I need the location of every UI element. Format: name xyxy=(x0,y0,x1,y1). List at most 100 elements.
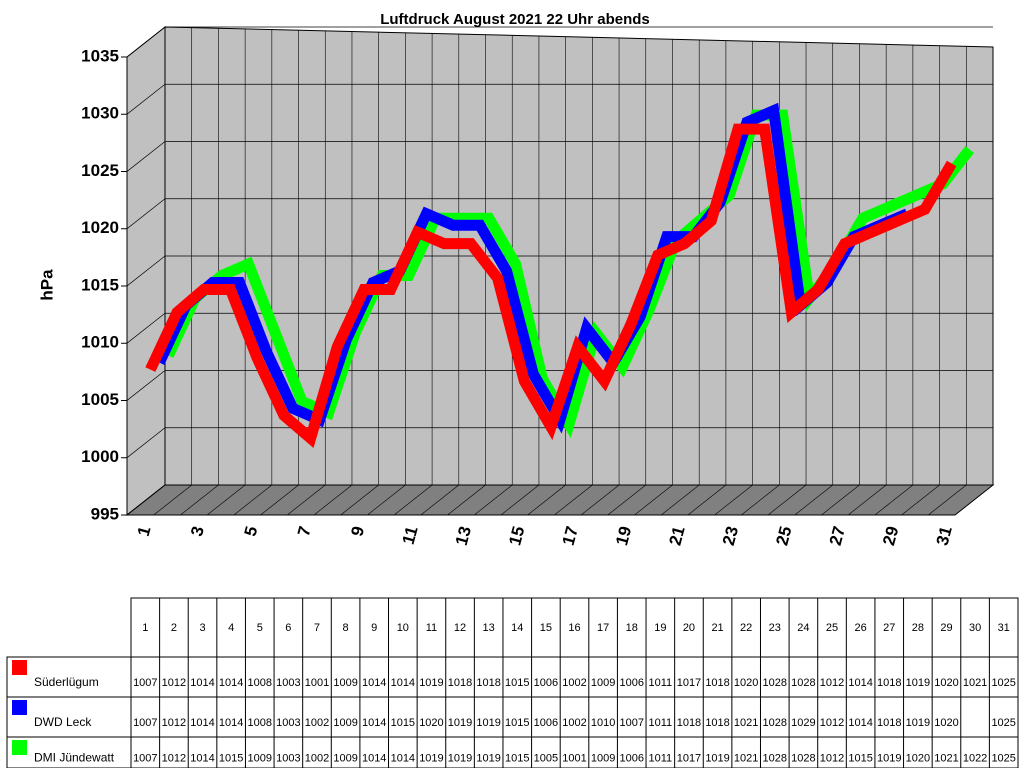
table-cell: 1020 xyxy=(734,677,758,689)
table-cell: 1019 xyxy=(476,752,500,764)
table-header: 7 xyxy=(314,622,320,634)
table-header: 11 xyxy=(426,622,437,634)
table-header: 9 xyxy=(371,622,377,634)
floor-grid-line xyxy=(874,484,914,516)
table-header: 30 xyxy=(969,622,981,634)
y-tick-label: 1020 xyxy=(81,218,119,237)
x-tick-label: 13 xyxy=(452,524,475,547)
table-cell: 1015 xyxy=(219,752,243,764)
floor-grid-line xyxy=(206,484,246,516)
table-cell: 1021 xyxy=(934,752,958,764)
table-cell: 1021 xyxy=(963,677,987,689)
table-header: 18 xyxy=(626,622,638,634)
table-cell: 1012 xyxy=(820,752,844,764)
grid-line xyxy=(126,141,166,172)
table-cell: 1005 xyxy=(534,752,558,764)
floor-grid-line xyxy=(554,484,593,516)
table-cell: 1020 xyxy=(934,717,958,729)
table-cell: 1017 xyxy=(677,752,701,764)
table-header: 29 xyxy=(940,622,952,634)
table-cell: 1010 xyxy=(591,717,615,729)
table-cell: 1006 xyxy=(534,717,558,729)
floor-grid-line xyxy=(580,484,620,516)
table-cell: 1009 xyxy=(333,752,357,764)
grid-line xyxy=(126,26,166,58)
x-tick-label: 19 xyxy=(612,524,635,547)
table-cell: 1003 xyxy=(276,752,300,764)
table-cell: 1025 xyxy=(991,717,1015,729)
table-cell: 1018 xyxy=(476,677,500,689)
floor-grid-line xyxy=(527,484,566,516)
table-cell: 1012 xyxy=(162,717,186,729)
floor-grid-line xyxy=(180,484,219,516)
table-header: 6 xyxy=(285,622,291,634)
table-frame xyxy=(6,656,1019,768)
legend-label: Süderlügum xyxy=(34,675,99,689)
floor-grid-line xyxy=(901,484,940,516)
table-cell: 1021 xyxy=(734,752,758,764)
x-tick-label: 25 xyxy=(772,524,795,547)
table-cell: 1019 xyxy=(906,717,930,729)
table-cell: 1001 xyxy=(562,752,586,764)
table-cell: 1015 xyxy=(505,717,529,729)
table-cell: 1007 xyxy=(619,717,643,729)
floor-grid-line xyxy=(340,484,379,516)
table-cell: 1002 xyxy=(305,752,329,764)
table-header: 22 xyxy=(740,622,752,634)
grid-line xyxy=(126,198,166,230)
table-cell: 1019 xyxy=(705,752,729,764)
x-tick-label: 21 xyxy=(665,524,688,547)
floor-grid-line xyxy=(767,484,807,516)
table-cell: 1014 xyxy=(362,717,386,729)
legend-swatch xyxy=(12,700,27,715)
table-header: 25 xyxy=(826,622,838,634)
floor-grid-line xyxy=(367,484,406,516)
table-cell: 1020 xyxy=(419,717,443,729)
floor-grid-line xyxy=(847,484,887,516)
table-header: 13 xyxy=(483,622,495,634)
table-cell: 1025 xyxy=(991,677,1015,689)
table-header: 24 xyxy=(797,622,809,634)
table-cell: 1014 xyxy=(848,677,872,689)
grid-line xyxy=(126,484,166,516)
table-cell: 1011 xyxy=(649,677,673,689)
table-cell: 1025 xyxy=(991,752,1015,764)
y-tick-label: 1015 xyxy=(81,275,119,294)
table-cell: 1018 xyxy=(705,677,729,689)
table-cell: 1015 xyxy=(505,677,529,689)
floor-grid-line xyxy=(794,484,833,516)
table-cell: 1014 xyxy=(190,717,214,729)
table-cell: 1007 xyxy=(133,752,157,764)
table-cell: 1007 xyxy=(133,677,157,689)
table-cell: 1011 xyxy=(649,717,673,729)
grid-line xyxy=(126,312,166,344)
table-cell: 1018 xyxy=(705,717,729,729)
table-cell: 1006 xyxy=(534,677,558,689)
table-cell: 1009 xyxy=(591,752,615,764)
table-cell: 1007 xyxy=(133,717,157,729)
table-header: 3 xyxy=(199,622,205,634)
table-header: 14 xyxy=(511,622,523,634)
table-cell: 1009 xyxy=(333,677,357,689)
x-tick-label: 17 xyxy=(559,524,582,547)
x-tick-label: 23 xyxy=(719,524,742,547)
floor-grid-line xyxy=(821,484,860,516)
x-tick-label: 31 xyxy=(933,524,956,547)
y-tick-label: 1010 xyxy=(81,333,119,352)
table-header: 5 xyxy=(257,622,263,634)
grid-line xyxy=(126,83,166,115)
table-cell: 1003 xyxy=(276,677,300,689)
table-cell: 1028 xyxy=(763,677,787,689)
floor-grid-line xyxy=(741,484,780,516)
floor-grid-line xyxy=(714,484,753,516)
floor-grid-line xyxy=(928,484,967,516)
table-cell: 1012 xyxy=(162,677,186,689)
y-axis-label: hPa xyxy=(37,269,56,301)
legend-label: DWD Leck xyxy=(34,715,92,729)
table-cell: 1014 xyxy=(219,717,243,729)
table-cell: 1018 xyxy=(877,717,901,729)
table-cell: 1002 xyxy=(562,677,586,689)
y-tick-label: 995 xyxy=(91,504,119,523)
x-tick-label: 27 xyxy=(826,524,849,547)
